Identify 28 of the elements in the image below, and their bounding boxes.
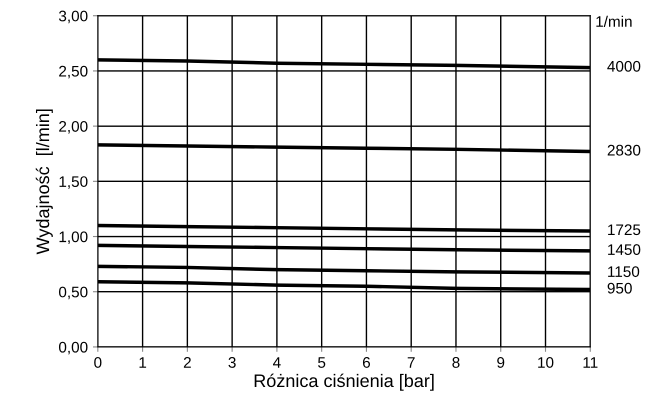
series-label: 4000 [607,60,640,72]
x-tick-label: 3 [228,357,236,368]
series-label: 1450 [608,244,640,255]
x-tick-label: 7 [408,357,415,368]
x-tick-label: 10 [538,357,554,368]
y-tick-label: 1,50 [60,176,88,189]
x-tick-label: 8 [452,357,460,368]
x-tick-label: 4 [273,357,281,368]
series-label: 1725 [608,224,640,236]
x-tick-label: 1 [140,357,146,368]
x-tick-label: 2 [184,357,191,368]
y-tick-label: 0,50 [58,286,88,300]
x-tick-label: 0 [94,357,102,368]
x-tick-label: 5 [318,357,326,368]
y-tick-label: 3,00 [58,10,88,24]
y-tick-label: 2,00 [59,121,88,134]
x-tick-label: 11 [584,357,598,368]
y-tick-label: 1,00 [60,231,88,244]
series-label: 2830 [608,144,640,156]
x-axis-title: Różnica ciśnienia [bar] [254,374,434,391]
series-label: 1150 [608,266,640,278]
x-tick-label: 9 [497,357,504,368]
series-label: 950 [608,282,632,294]
text: 1/min [596,16,632,27]
x-tick-label: 6 [362,357,370,368]
y-tick-label: 2,50 [59,66,88,78]
y-tick-label: 0,00 [58,342,88,354]
y-axis-title: Wydajność [l/min] [36,109,53,254]
